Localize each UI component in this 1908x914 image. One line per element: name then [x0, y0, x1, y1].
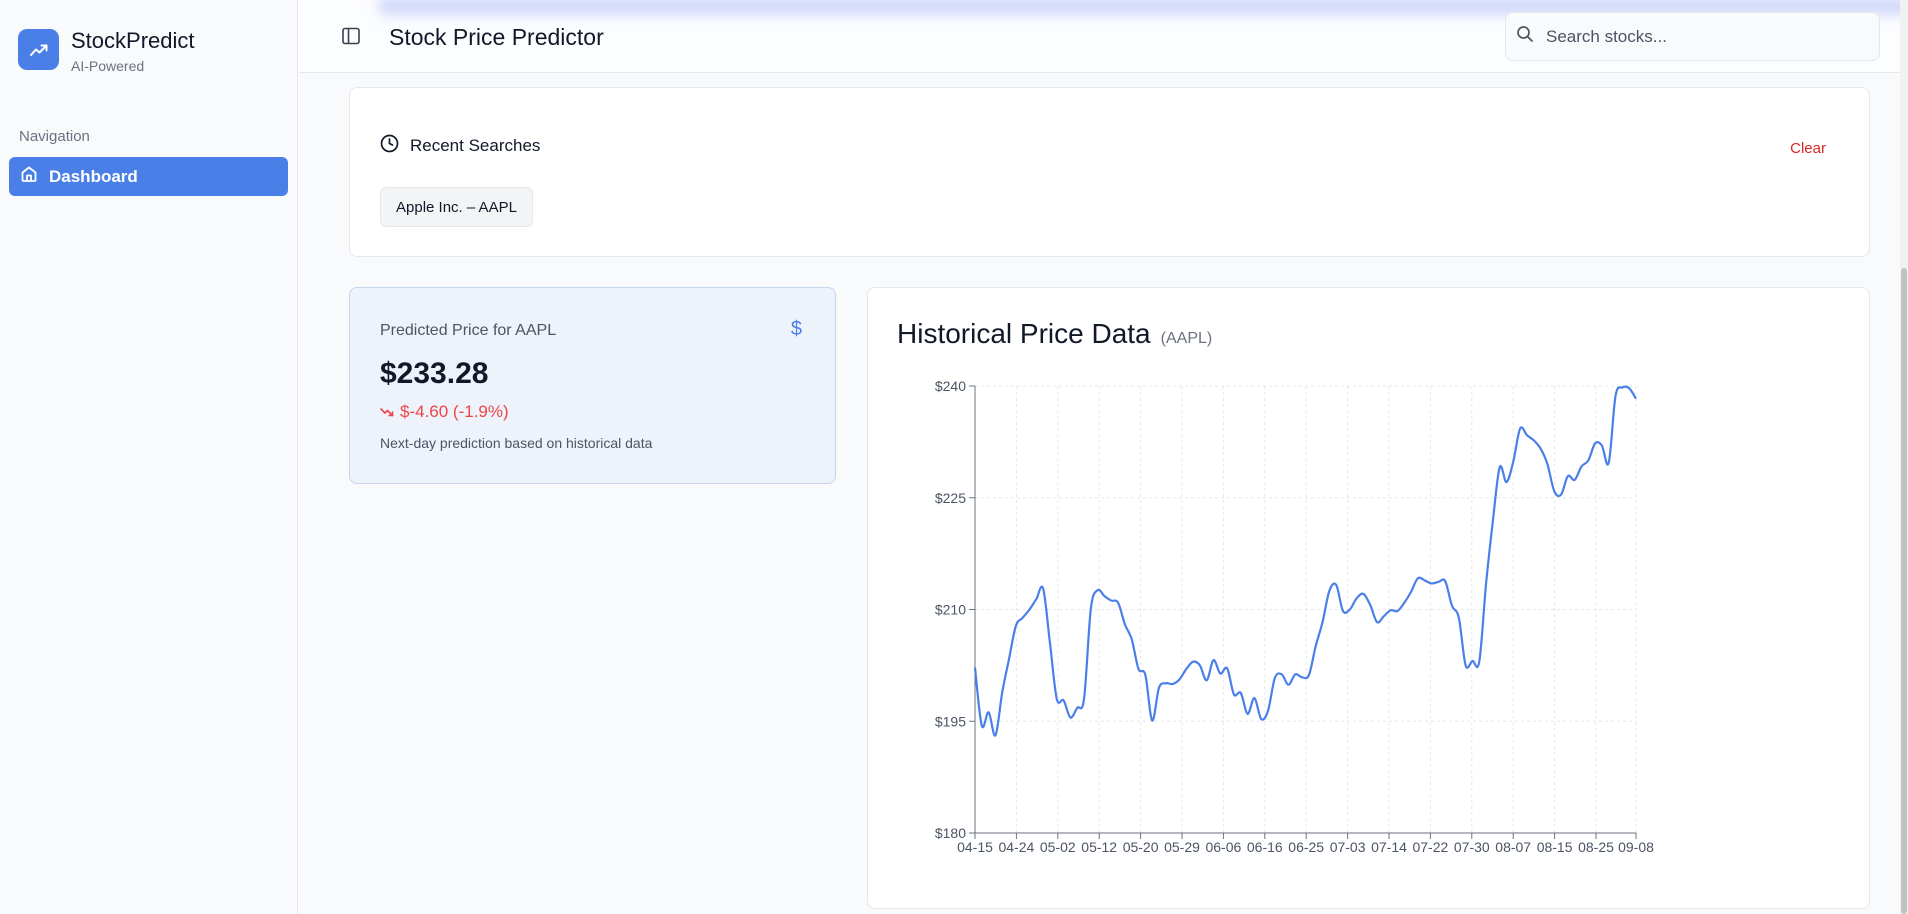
search-icon [1516, 25, 1534, 48]
x-tick-label: 05-02 [1040, 839, 1076, 855]
historical-price-chart: $180 $195 $210 $225 $240 04-15 04-24 05-02 05-12… [935, 378, 1654, 855]
header: Stock Price Predictor [299, 0, 1908, 73]
x-tick-label: 09-08 [1618, 839, 1654, 855]
x-tick-label: 06-06 [1205, 839, 1241, 855]
y-tick-label: $240 [935, 378, 966, 394]
y-tick-label: $195 [935, 713, 966, 729]
x-tick-label: 08-25 [1578, 839, 1614, 855]
trending-down-icon [380, 402, 394, 422]
clock-icon [380, 134, 399, 158]
y-tick-label: $225 [935, 490, 966, 506]
x-tick-label: 08-07 [1495, 839, 1531, 855]
scrollbar[interactable] [1900, 0, 1908, 914]
clear-button[interactable]: Clear [1790, 140, 1826, 157]
brand-subtitle: AI-Powered [71, 58, 145, 74]
price-change-text: $-4.60 (-1.9%) [400, 402, 509, 421]
scrollbar-thumb[interactable] [1901, 268, 1907, 914]
prediction-label: Predicted Price for AAPL [380, 322, 557, 339]
page-title: Stock Price Predictor [389, 24, 604, 50]
x-tick-label: 08-15 [1537, 839, 1573, 855]
y-tick-label: $210 [935, 602, 966, 618]
predicted-price: $233.28 [380, 357, 489, 390]
search-input[interactable] [1546, 26, 1866, 47]
home-icon [20, 165, 38, 188]
x-tick-label: 05-12 [1081, 839, 1117, 855]
recent-search-chip[interactable]: Apple Inc. – AAPL [380, 187, 533, 227]
x-tick-label: 05-29 [1164, 839, 1200, 855]
x-tick-label: 05-20 [1123, 839, 1159, 855]
x-tick-label: 07-14 [1371, 839, 1407, 855]
prediction-card: Predicted Price for AAPL $ $233.28 $-4.6… [349, 287, 836, 484]
historical-chart-card: $180 $195 $210 $225 $240 04-15 04-24 05-02 05-12… [867, 287, 1870, 909]
nav-section-label: Navigation [19, 128, 90, 145]
sidebar-item-label: Dashboard [49, 166, 138, 186]
chart-title: Historical Price Data [897, 318, 1151, 349]
x-tick-label: 07-22 [1412, 839, 1448, 855]
brand-name: StockPredict [71, 28, 195, 53]
prediction-note: Next-day prediction based on historical … [380, 435, 653, 451]
price-change: $-4.60 (-1.9%) [380, 402, 509, 422]
brand[interactable]: StockPredict AI-Powered [18, 29, 195, 74]
recent-searches-title: Recent Searches [410, 136, 541, 155]
dollar-icon: $ [790, 318, 802, 340]
x-tick-label: 07-03 [1330, 839, 1366, 855]
y-tick-label: $180 [935, 825, 966, 841]
sidebar-toggle-icon[interactable] [342, 27, 360, 45]
sidebar: StockPredict AI-Powered Navigation Dashb… [0, 0, 298, 914]
x-tick-label: 06-25 [1288, 839, 1324, 855]
price-series-line [973, 385, 1637, 737]
x-tick-label: 06-16 [1247, 839, 1283, 855]
x-tick-label: 04-15 [957, 839, 993, 855]
x-tick-label: 04-24 [998, 839, 1034, 855]
recent-searches-card: Recent Searches Clear Apple Inc. – AAPL [349, 87, 1870, 257]
main-content: Stock Price Predictor Recent Searches Cl… [299, 0, 1908, 914]
chart-subtitle: (AAPL) [1160, 330, 1213, 347]
x-tick-label: 07-30 [1454, 839, 1490, 855]
search-box[interactable] [1505, 12, 1880, 61]
trending-up-icon [18, 29, 59, 70]
sidebar-item-dashboard[interactable]: Dashboard [9, 157, 288, 196]
